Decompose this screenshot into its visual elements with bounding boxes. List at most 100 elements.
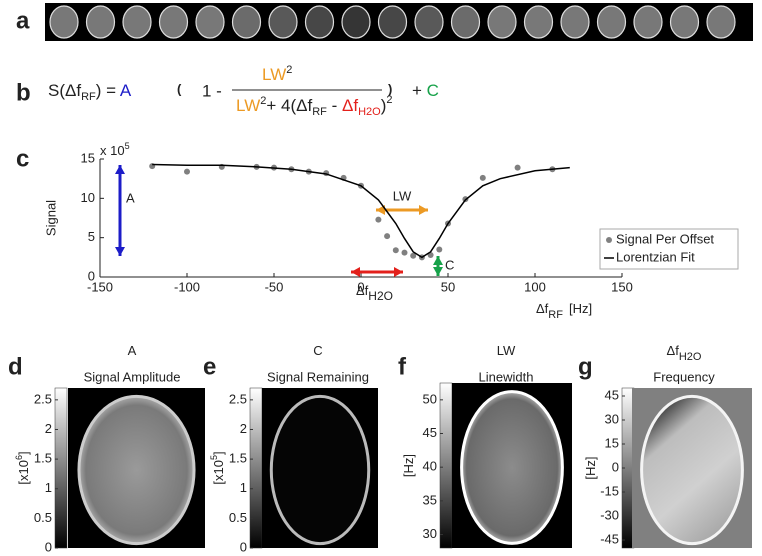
annotation: LW (393, 188, 412, 203)
colorbar-tick-label: 0.5 (229, 510, 247, 525)
linewidth-arrow-head (419, 205, 428, 215)
thumbnail (49, 5, 79, 39)
map-title-main: Δf (667, 343, 680, 358)
panel-letter: b (16, 79, 31, 106)
eq-paren: ) (388, 81, 392, 96)
colorbar-tick-label: 1.5 (34, 451, 52, 466)
legend-box (599, 228, 739, 270)
x-tick-label: -150 (87, 279, 113, 294)
colorbar-tick-label: 0 (612, 459, 619, 474)
thumbnail (669, 5, 700, 39)
colorbar (439, 382, 453, 549)
eq-sup: 2 (286, 64, 292, 76)
eq-sub: RF (81, 91, 96, 103)
offset-arrow-head (433, 256, 443, 265)
unit-main: [Hz] (401, 454, 416, 477)
brain (77, 394, 196, 546)
thumbnail (706, 5, 736, 39)
colorbar-tick-label: 1 (45, 480, 52, 495)
thumbnail (231, 5, 262, 39)
data-point (184, 168, 190, 175)
x-axis-label: ΔfRF [Hz] (536, 301, 592, 320)
map-title-main: C (313, 343, 322, 358)
fit-line (152, 163, 570, 259)
unit-close: ] (211, 451, 226, 455)
colorbar-tick-label: 2.5 (34, 391, 52, 406)
x-tick-label: 50 (441, 279, 455, 294)
linewidth-arrow-head (376, 205, 385, 215)
colorbar-tick-label: 0.5 (34, 510, 52, 525)
annotation-main: Δf (356, 283, 369, 298)
thumbnails (49, 5, 736, 39)
y-multiplier-text: x 10 (100, 143, 125, 158)
colorbar (249, 387, 263, 549)
eq-sub: RF (312, 106, 327, 118)
unit-main: [x10 (16, 460, 31, 485)
eq-part: S(Δf (48, 81, 81, 100)
colorbar-tick-label: 2 (240, 421, 247, 436)
map-title-main: LW (497, 343, 516, 358)
thumbnail (487, 5, 517, 39)
eq-param: Δf (342, 96, 358, 115)
parameter-maps: d A Signal Amplitude 0 0.5 1 1.5 2 2.5 [x106] e C Si… (8, 343, 752, 554)
amplitude-arrow-head (115, 247, 125, 256)
colorbar-tick-label: 45 (605, 387, 619, 402)
thumbnail (85, 5, 116, 39)
y-tick-label: 5 (88, 229, 95, 244)
data-point (479, 174, 486, 181)
eq-param: LW (236, 96, 260, 115)
unit-sup: 5 (209, 455, 219, 460)
y-tick-label: 10 (81, 190, 95, 205)
eq-sup: 2 (386, 94, 392, 106)
thumbnail (122, 5, 152, 39)
unit-close: ] (16, 451, 31, 455)
map-subtitle: Signal Remaining (267, 369, 369, 384)
panel-letter: e (203, 353, 216, 380)
thumbnail (195, 5, 225, 39)
colorbar-tick-label: 0 (45, 539, 52, 554)
brain (460, 390, 564, 545)
brain (640, 394, 744, 546)
thumbnail (268, 5, 298, 39)
x-tick-label: 100 (524, 279, 546, 294)
y-multiplier: x 105 (100, 141, 130, 158)
colorbar-tick-label: 35 (423, 492, 437, 507)
map-title: C (313, 343, 322, 358)
panel-letter: f (398, 353, 407, 380)
colorbar-unit: [x106] (14, 451, 31, 484)
map-title-main: A (128, 343, 137, 358)
thumbnail (158, 5, 189, 39)
colorbar-tick-label: -30 (600, 507, 619, 522)
frequency-arrow-head (351, 267, 360, 277)
amplitude-arrow-head (115, 165, 125, 174)
x-tick-label: -100 (174, 279, 200, 294)
legend-label: Lorentzian Fit (616, 249, 695, 264)
x-label-unit: [Hz] (569, 301, 592, 316)
equation-text: S(ΔfRF) = A (48, 81, 132, 102)
colorbar-unit: [Hz] (401, 454, 416, 477)
legend-marker (606, 237, 612, 243)
thumbnail (414, 5, 444, 39)
annotation: A (126, 190, 135, 205)
data-point (401, 249, 408, 256)
data-point (436, 246, 443, 253)
thumbnail (560, 5, 590, 39)
panel-letter: g (578, 353, 593, 380)
brain (269, 394, 371, 546)
annotation-sub: H2O (368, 289, 393, 303)
y-tick-label: 15 (81, 150, 95, 165)
unit-main: [x10 (211, 460, 226, 485)
panel-letter: d (8, 353, 23, 380)
map-subtitle: Signal Amplitude (84, 369, 181, 384)
eq-paren: ( (177, 81, 182, 96)
colorbar-unit: [Hz] (583, 456, 598, 479)
colorbar-tick-label: 40 (423, 459, 437, 474)
y-tick-label: 0 (88, 268, 95, 283)
colorbar-tick-label: 30 (605, 411, 619, 426)
eq-denominator: LW2+ 4(ΔfRF - ΔfH2O)2 (236, 94, 393, 118)
thumbnail (633, 5, 663, 39)
eq-param: LW (262, 65, 286, 84)
thumbnail (596, 5, 627, 39)
map-subtitle: Linewidth (479, 369, 534, 384)
annotation: C (445, 257, 454, 272)
